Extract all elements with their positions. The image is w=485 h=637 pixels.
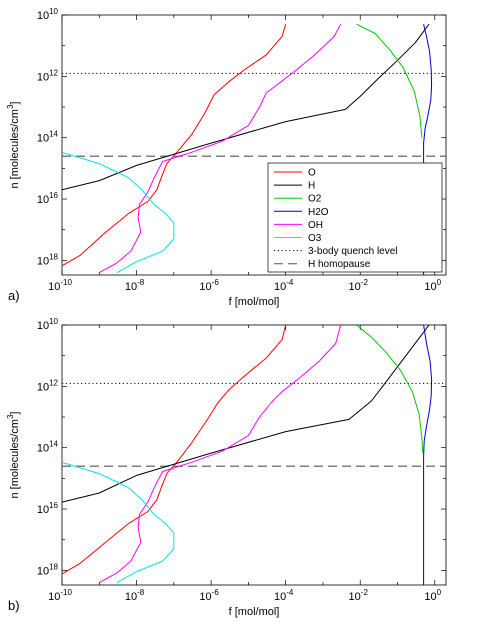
- x-tick-label: 10-8: [125, 278, 145, 293]
- plot-frame: [61, 14, 447, 276]
- x-tick-label: 100: [424, 278, 441, 293]
- x-tick-label: 10-10: [48, 278, 72, 293]
- y-axis-label: n [molecules/cm3]: [6, 412, 21, 499]
- y-tick-label: 1018: [37, 252, 59, 267]
- x-axis-label: f [mol/mol]: [229, 606, 280, 618]
- chart-panel-2: 10-10 10-8 10-6 10-4 10-2 100 1010 1012 1014 1016…: [6, 317, 447, 618]
- legend-label: H: [308, 181, 315, 192]
- y-tick-label: 1014: [37, 130, 59, 145]
- x-tick-label: 10-8: [125, 588, 145, 603]
- legend-label: O: [308, 168, 316, 179]
- series-line-o3: [62, 461, 175, 584]
- series-line-h: [62, 325, 430, 503]
- panel-label: b): [8, 598, 20, 613]
- x-tick-label: 10-4: [274, 278, 294, 293]
- series-line-oh: [99, 325, 342, 584]
- y-tick-label: 1010: [37, 317, 59, 332]
- y-tick-label: 1016: [37, 501, 59, 516]
- y-axis-label: n [molecules/cm3]: [6, 102, 21, 189]
- legend-label: OH: [308, 220, 323, 231]
- legend-label: O2: [308, 194, 322, 205]
- legend-label: H2O: [308, 207, 329, 218]
- legend-box: [267, 162, 443, 273]
- x-tick-label: 10-6: [199, 588, 219, 603]
- y-tick-label: 1012: [37, 378, 59, 393]
- series-line-o: [62, 325, 287, 575]
- series-line-o3: [62, 151, 175, 274]
- series-line-o: [62, 24, 287, 267]
- chart-panel-1: 10-10 10-8 10-6 10-4 10-2 100 1010 1012 1014 1016…: [6, 7, 447, 308]
- plot-frame: [61, 324, 447, 586]
- panel-label: a): [8, 288, 20, 303]
- series-line-h: [62, 23, 430, 191]
- x-tick-label: 100: [424, 588, 441, 603]
- y-tick-label: 1018: [37, 562, 59, 577]
- series-line-oh: [99, 23, 342, 274]
- y-tick-label: 1010: [37, 7, 59, 22]
- y-tick-label: 1012: [37, 68, 59, 83]
- series-line-o2: [356, 23, 423, 138]
- x-axis-label: f [mol/mol]: [229, 296, 280, 308]
- legend: OH O2 H2O OH O3 3-body quench level H homopaus…: [267, 162, 443, 273]
- x-tick-label: 10-10: [48, 588, 72, 603]
- legend-label: O3: [308, 233, 322, 244]
- y-tick-label: 1014: [37, 440, 59, 455]
- legend-label: 3-body quench level: [308, 246, 398, 257]
- series-line-h2o: [423, 24, 433, 275]
- y-tick-label: 1016: [37, 191, 59, 206]
- series-line-o2: [356, 325, 424, 454]
- series-line-h2o: [423, 325, 433, 585]
- x-tick-label: 10-6: [199, 278, 219, 293]
- x-tick-label: 10-2: [349, 588, 369, 603]
- x-tick-label: 10-4: [274, 588, 294, 603]
- x-tick-label: 10-2: [349, 278, 369, 293]
- legend-label: H homopause: [308, 259, 371, 270]
